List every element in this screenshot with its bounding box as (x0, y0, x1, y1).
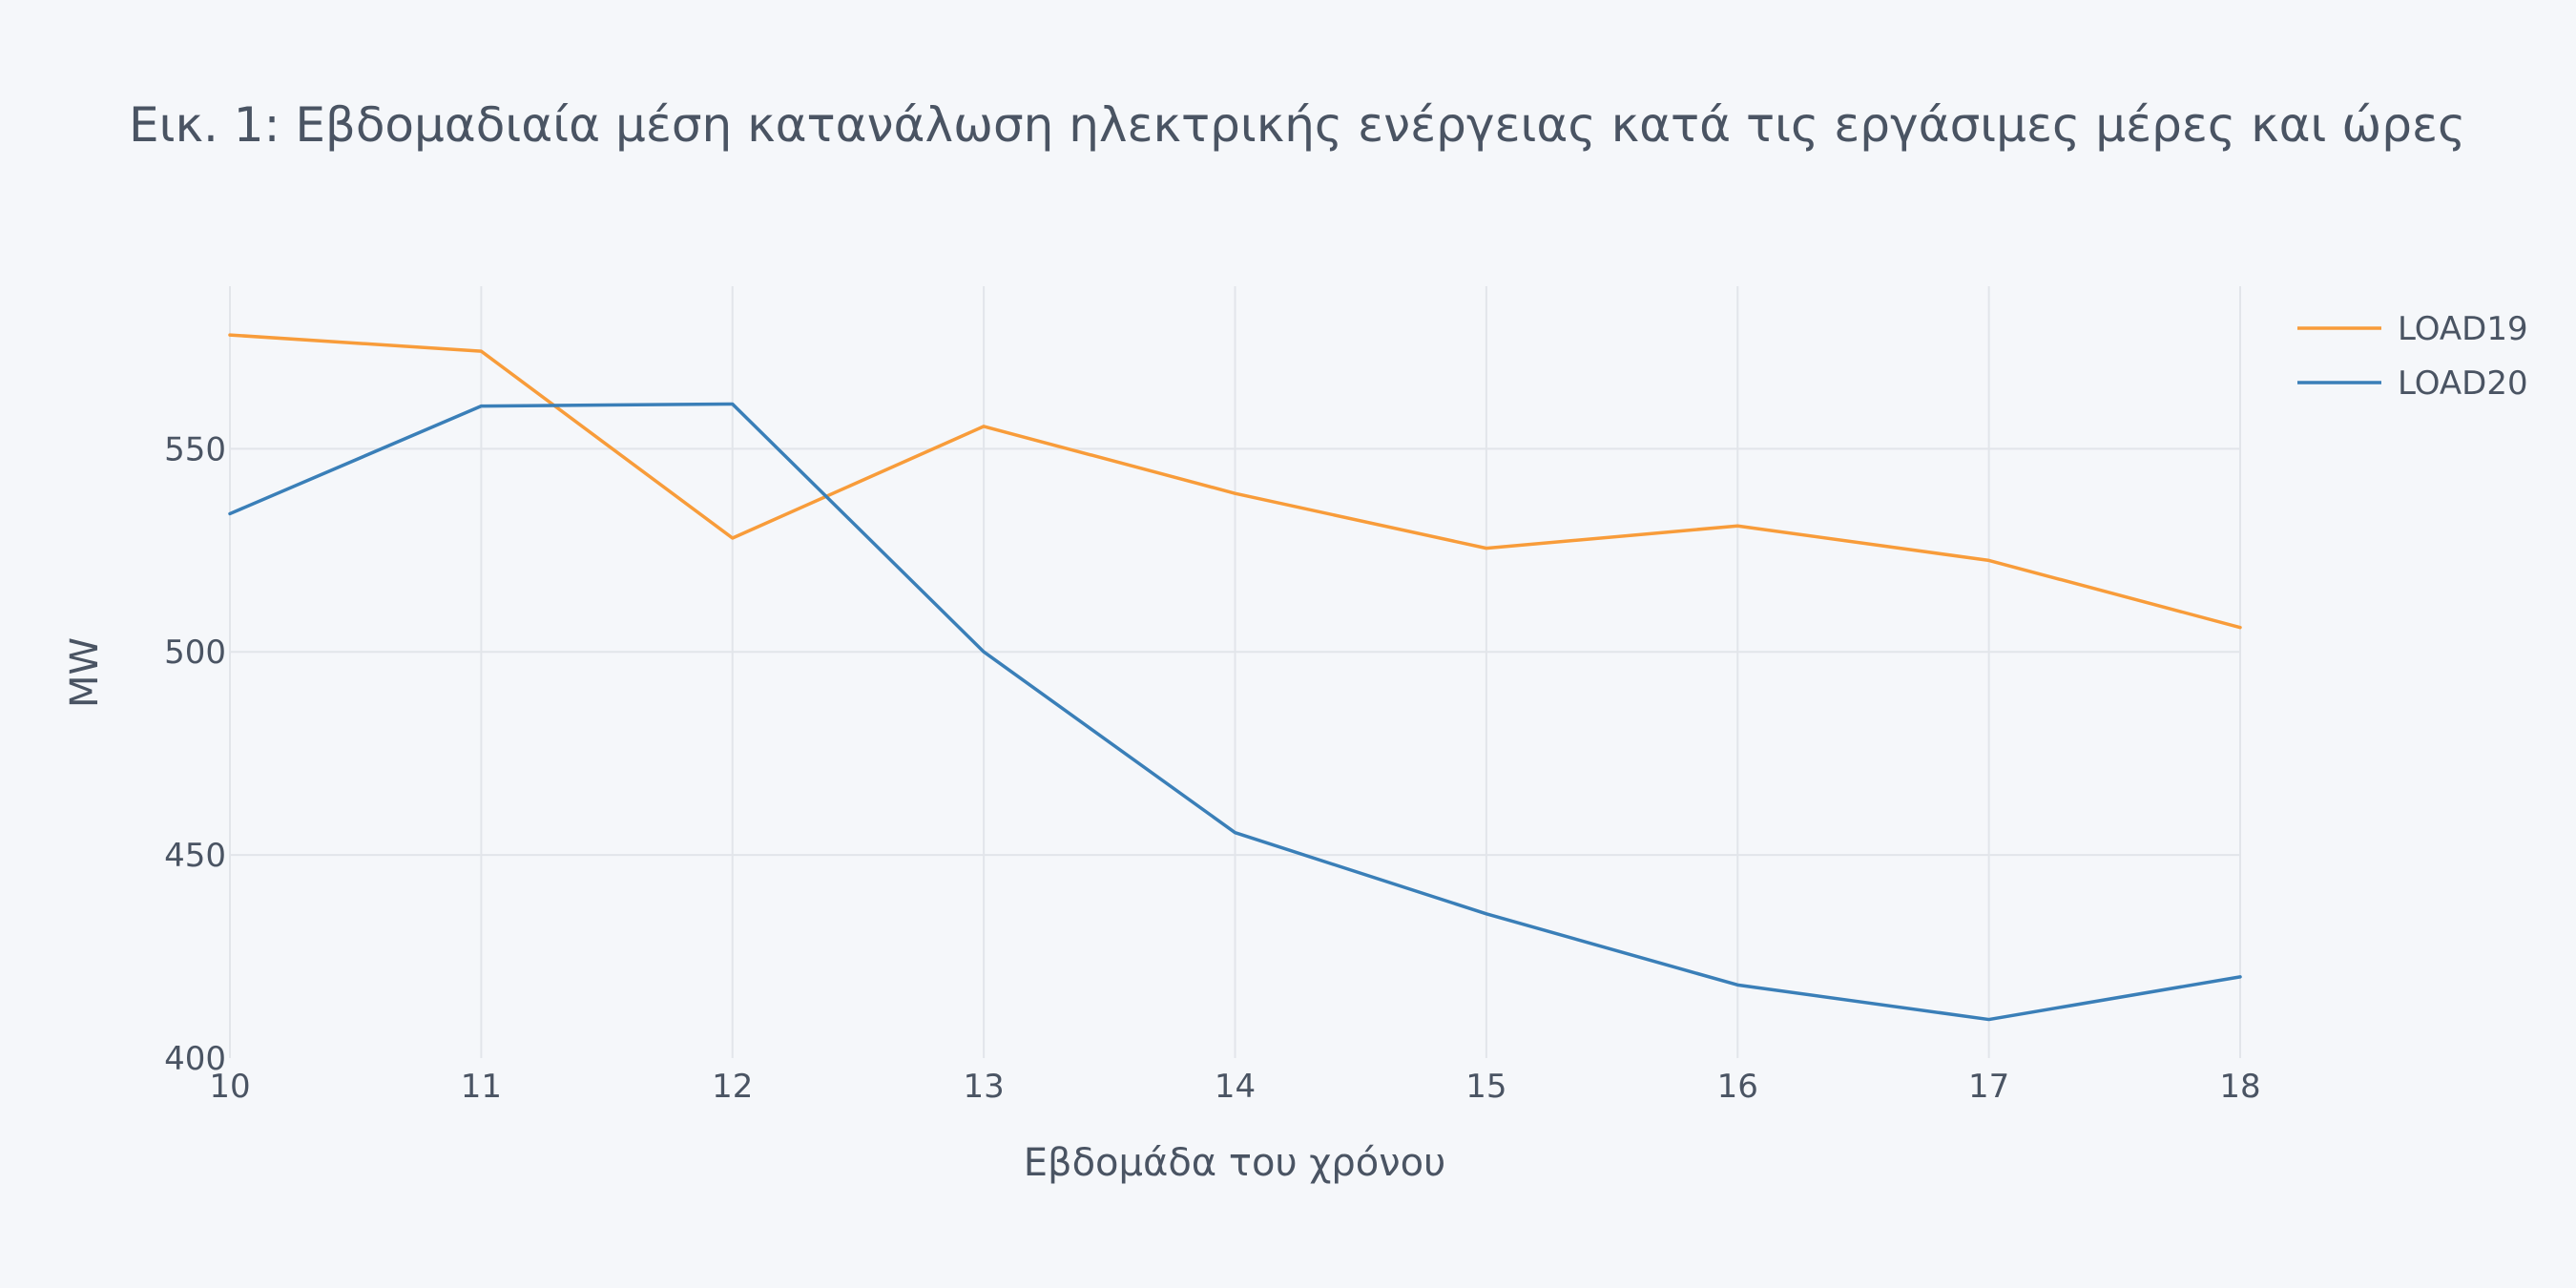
y-tick-label: 550 (164, 430, 226, 468)
x-axis-label: Εβδομάδα του χρόνου (1024, 1141, 1445, 1185)
chart-title: Εικ. 1: Εβδομαδιαία μέση κατανάλωση ηλεκ… (129, 97, 2465, 153)
x-tick-label: 13 (963, 1068, 1004, 1106)
y-tick-label: 450 (164, 837, 226, 875)
y-tick-label: 400 (164, 1040, 226, 1078)
series-line-load20 (228, 402, 2242, 1022)
series (228, 333, 2242, 1022)
series-line-load19 (228, 333, 2242, 630)
legend-label: LOAD19 (2398, 310, 2528, 348)
x-tick-label: 15 (1465, 1068, 1506, 1106)
grid (229, 286, 2241, 1058)
x-tick-label: 18 (2219, 1068, 2260, 1106)
x-tick-label: 17 (1968, 1068, 2009, 1106)
x-tick-label: 11 (461, 1068, 502, 1106)
x-tick-label: 12 (712, 1068, 753, 1106)
y-tick-label: 500 (164, 634, 226, 672)
x-tick-label: 16 (1717, 1068, 1758, 1106)
y-axis-ticks: 400 450 500 550 (164, 430, 226, 1078)
legend: LOAD19 LOAD20 (2297, 310, 2528, 403)
x-tick-label: 14 (1215, 1068, 1256, 1106)
x-tick-label: 10 (209, 1068, 250, 1106)
y-axis-label: MW (63, 637, 107, 708)
legend-label: LOAD20 (2398, 364, 2528, 403)
x-axis-ticks: 10 11 12 13 14 15 16 17 18 (209, 1068, 2260, 1106)
